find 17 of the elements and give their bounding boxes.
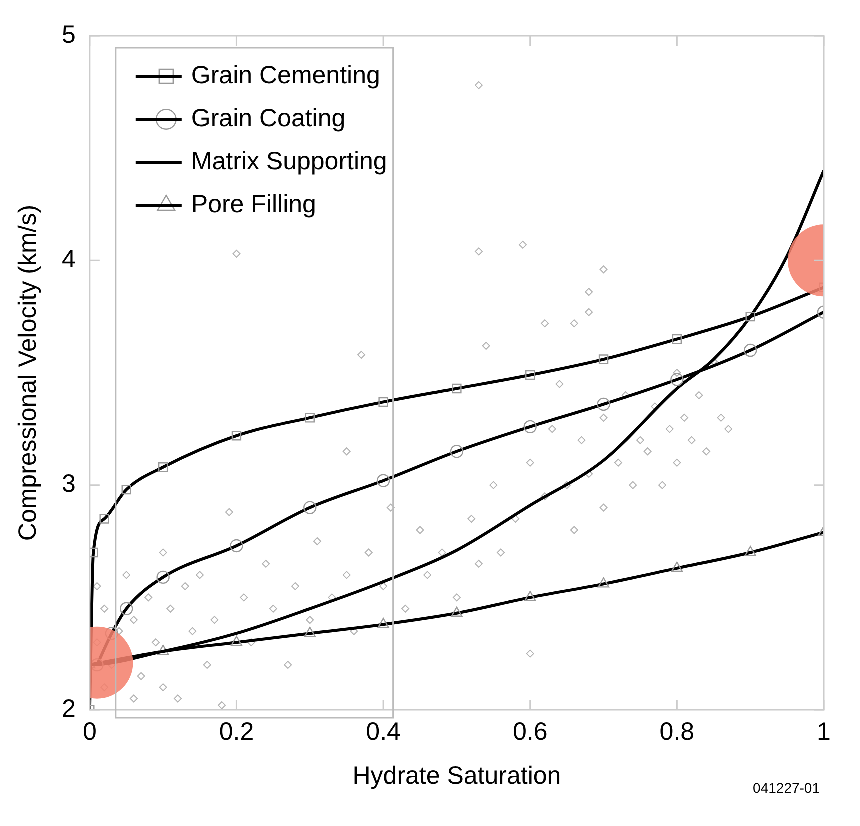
x-tick-label: 0.6 <box>512 718 548 746</box>
y-axis-title: Compressional Velocity (km/s) <box>14 204 42 542</box>
x-tick-label: 0 <box>82 718 97 746</box>
y-tick-label: 2 <box>62 694 76 723</box>
x-tick-label: 1 <box>817 718 831 746</box>
legend-label: Grain Cementing <box>191 61 380 90</box>
legend-label: Pore Filling <box>191 190 316 218</box>
y-tick-label: 3 <box>62 470 76 498</box>
y-tick-label: 5 <box>62 20 76 49</box>
x-tick-label: 0.8 <box>660 718 695 746</box>
y-tick-label: 4 <box>62 246 76 274</box>
legend-label: Grain Coating <box>191 104 346 132</box>
text: 041227-01 <box>753 780 820 796</box>
x-tick-label: 0.2 <box>219 718 254 746</box>
x-tick-label: 0.4 <box>366 718 402 746</box>
legend-label: Matrix Supporting <box>191 147 388 176</box>
x-axis-title: Hydrate Saturation <box>352 762 562 790</box>
